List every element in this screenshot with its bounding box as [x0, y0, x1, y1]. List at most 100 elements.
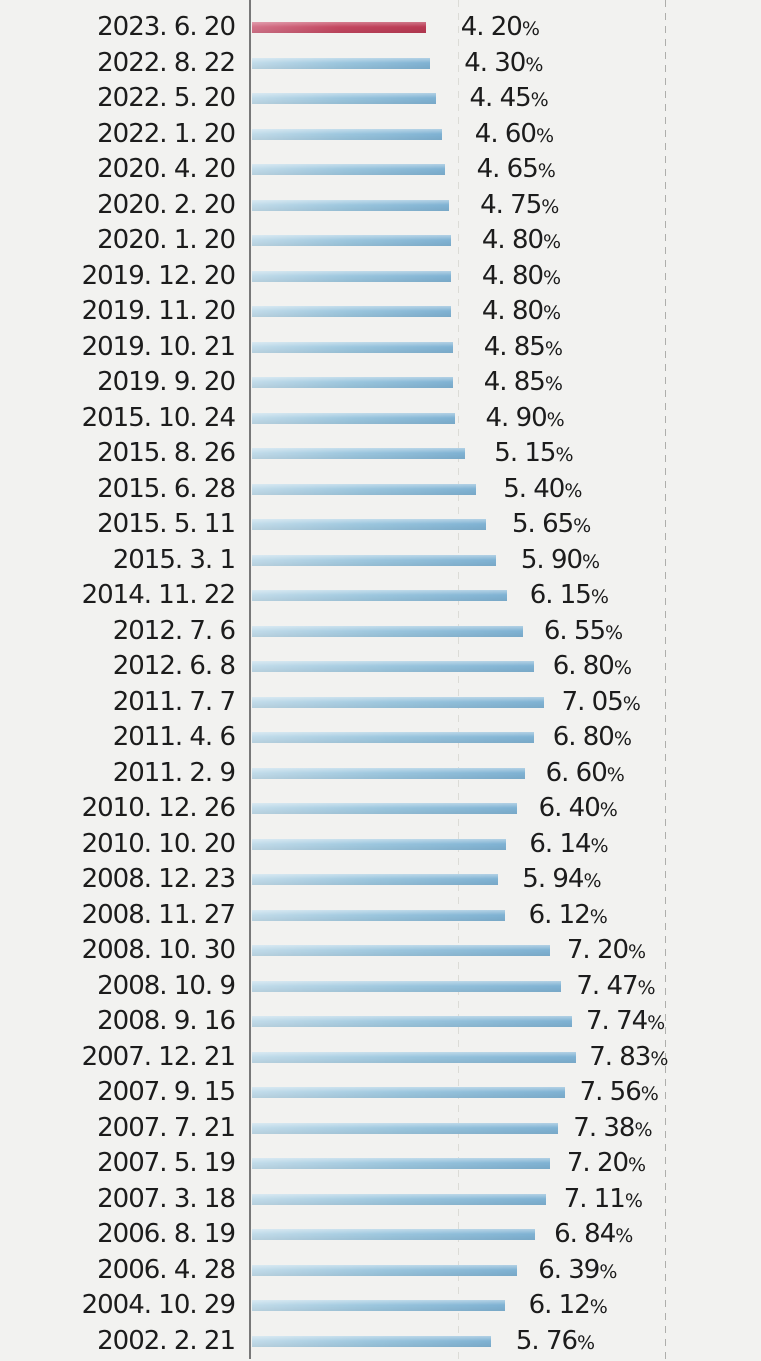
- value-bar: [252, 1122, 558, 1134]
- percent-sign: %: [577, 1331, 595, 1354]
- value-bar: [252, 57, 430, 69]
- value-number: 4. 75: [480, 189, 542, 220]
- value-number: 6. 55: [543, 615, 606, 646]
- value-number: 7. 47: [576, 970, 638, 1001]
- value-label: 6. 40%: [538, 791, 618, 827]
- value-number: 6. 40: [538, 793, 601, 823]
- value-label: 7. 05%: [561, 685, 641, 721]
- value-label: 5. 76%: [515, 1324, 595, 1360]
- date-label: 2020. 1. 20: [97, 225, 236, 255]
- value-number: 7. 11: [563, 1183, 626, 1214]
- chart-row: 2004. 10. 29 6. 12%: [0, 1288, 761, 1324]
- value-number: 7. 05: [561, 686, 624, 717]
- value-label: 7. 56%: [579, 1075, 659, 1111]
- chart-row: 2015. 8. 26 5. 15%: [0, 436, 761, 472]
- chart-row: 2007. 5. 19 7. 20%: [0, 1146, 761, 1182]
- chart-row: 2020. 4. 20 4. 65%: [0, 152, 761, 188]
- date-label: 2020. 4. 20: [97, 154, 236, 184]
- percent-sign: %: [613, 728, 632, 750]
- value-label: 5. 15%: [494, 436, 573, 472]
- date-label: 2008. 11. 27: [81, 899, 236, 930]
- value-number: 7. 56: [579, 1077, 642, 1107]
- date-label: 2006. 4. 28: [97, 1254, 236, 1285]
- value-label: 4. 85%: [484, 365, 563, 401]
- date-label: 2007. 7. 21: [97, 1112, 236, 1143]
- percent-sign: %: [647, 1012, 665, 1034]
- value-label: 4. 45%: [470, 81, 549, 117]
- value-number: 4. 90: [485, 402, 548, 433]
- percent-sign: %: [530, 89, 549, 111]
- value-bar: [252, 341, 453, 353]
- value-number: 4. 80: [481, 260, 544, 291]
- value-number: 5. 15: [494, 438, 556, 468]
- value-number: 4. 80: [481, 225, 544, 255]
- percent-sign: %: [564, 479, 582, 502]
- value-number: 6. 80: [552, 651, 615, 681]
- value-number: 5. 76: [515, 1325, 578, 1356]
- value-label: 5. 94%: [522, 862, 601, 898]
- value-label: 7. 83%: [589, 1040, 668, 1076]
- date-label: 2008. 12. 23: [81, 864, 236, 894]
- percent-sign: %: [622, 692, 641, 715]
- percent-sign: %: [650, 1047, 668, 1070]
- value-number: 6. 12: [528, 899, 591, 930]
- chart-row: 2011. 7. 7 7. 05%: [0, 685, 761, 721]
- value-bar-highlighted: [252, 22, 426, 33]
- value-number: 4. 30: [464, 47, 526, 78]
- date-label: 2022. 5. 20: [97, 83, 236, 113]
- percent-sign: %: [606, 763, 625, 786]
- value-label: 6. 39%: [538, 1253, 617, 1289]
- date-label: 2008. 10. 9: [97, 970, 236, 1001]
- value-number: 6. 15: [529, 580, 592, 610]
- value-label: 4. 60%: [474, 117, 554, 153]
- chart-row: 2008. 10. 9 7. 47%: [0, 969, 761, 1005]
- value-number: 7. 83: [589, 1041, 651, 1072]
- value-label: 6. 14%: [529, 827, 608, 863]
- chart-row: 2008. 12. 23 5. 94%: [0, 862, 761, 898]
- chart-row: 2020. 2. 20 4. 75%: [0, 188, 761, 224]
- chart-row: 2008. 11. 27 6. 12%: [0, 898, 761, 934]
- percent-sign: %: [590, 586, 609, 608]
- date-label: 2012. 7. 6: [112, 615, 236, 646]
- value-bar: [252, 909, 506, 921]
- date-label: 2015. 5. 11: [97, 509, 236, 539]
- date-label: 2010. 10. 20: [81, 828, 236, 859]
- value-bar: [252, 661, 534, 672]
- chart-row: 2019. 9. 20 4. 85%: [0, 365, 761, 401]
- percent-sign: %: [546, 408, 565, 431]
- date-label: 2007. 12. 21: [81, 1041, 236, 1072]
- value-label: 6. 80%: [553, 720, 632, 756]
- value-bar: [252, 874, 498, 885]
- percent-sign: %: [543, 231, 561, 253]
- date-label: 2015. 10. 24: [81, 402, 236, 433]
- value-bar: [252, 1193, 547, 1205]
- date-label: 2008. 10. 30: [81, 935, 236, 965]
- date-label: 2019. 12. 20: [81, 260, 236, 291]
- value-label: 5. 90%: [521, 543, 600, 579]
- percent-sign: %: [582, 550, 600, 573]
- value-label: 7. 11%: [563, 1182, 643, 1218]
- value-number: 7. 20: [566, 1148, 629, 1178]
- chart-row: 2011. 2. 9 6. 60%: [0, 756, 761, 792]
- value-number: 5. 40: [503, 473, 565, 504]
- value-bar: [252, 235, 451, 246]
- y-axis-line: [249, 0, 251, 1359]
- percent-sign: %: [543, 266, 561, 289]
- chart-row: 2022. 5. 20 4. 45%: [0, 81, 761, 117]
- chart-row: 2019. 10. 21 4. 85%: [0, 330, 761, 366]
- date-label: 2019. 10. 21: [81, 331, 236, 362]
- gridline-10-percent: [665, 0, 666, 1359]
- chart-row: 2007. 7. 21 7. 38%: [0, 1111, 761, 1147]
- chart-row: 2022. 1. 20 4. 60%: [0, 117, 761, 153]
- date-label: 2008. 9. 16: [97, 1006, 236, 1036]
- value-label: 6. 12%: [529, 1288, 608, 1324]
- value-label: 7. 20%: [567, 933, 646, 969]
- value-bar: [252, 625, 524, 637]
- date-label: 2022. 1. 20: [97, 118, 236, 149]
- percent-sign: %: [544, 373, 563, 395]
- date-label: 2010. 12. 26: [81, 793, 236, 823]
- value-bar: [252, 767, 526, 779]
- percent-sign: %: [634, 1118, 652, 1141]
- chart-row: 2023. 6. 20 4. 20%: [0, 10, 761, 46]
- value-number: 4. 60: [474, 118, 537, 149]
